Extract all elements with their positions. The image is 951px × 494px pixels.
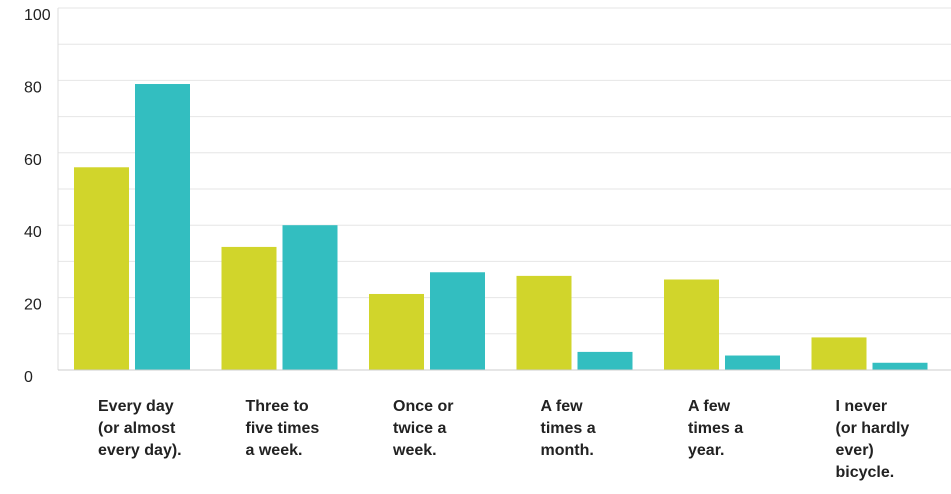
x-category-label-line: (or hardly (836, 420, 910, 437)
bar-series-1-1 (74, 167, 129, 370)
bar-series-1-5 (664, 279, 719, 370)
x-category-label-line: five times (246, 420, 320, 437)
x-category-label-line: A few (541, 398, 584, 415)
bar-series-2-2 (282, 225, 338, 370)
x-category-label: I never (or hardly ever) bicycle. (836, 398, 910, 481)
x-category-label-line: month. (541, 442, 594, 459)
x-category-label-line: week. (392, 442, 437, 459)
x-category-label: A few times a month. (541, 398, 596, 459)
bar-series-2-1 (135, 84, 190, 371)
x-category-label: Once or twice a week. (392, 398, 453, 459)
x-category-label-line: Once or (393, 398, 453, 415)
x-category-label-line: times a (688, 420, 743, 437)
y-tick-label: 60 (24, 152, 42, 169)
x-category-label: A few times a year. (688, 398, 743, 459)
x-category-label-line: year. (688, 442, 724, 459)
x-axis-labels: Every day (or almost every day). Three to fi… (98, 398, 909, 481)
x-category-label-line: I never (836, 398, 888, 415)
x-category-label-line: Three to (246, 398, 309, 415)
x-category-label-line: times a (541, 420, 596, 437)
x-category-label-line: twice a (393, 420, 446, 437)
bar-series-2-6 (872, 362, 928, 370)
x-category-label-line: every day). (98, 442, 182, 459)
x-category-label-line: a week. (246, 442, 303, 459)
y-axis-ticks: 0 20 40 60 80 100 (24, 7, 51, 386)
bar-series-2-3 (430, 272, 485, 370)
x-category-label: Every day (or almost every day). (98, 398, 182, 459)
x-category-label-line: A few (688, 398, 731, 415)
bars (74, 84, 928, 371)
bar-series-1-6 (811, 337, 867, 370)
bar-series-2-5 (725, 355, 780, 370)
y-tick-label: 40 (24, 224, 42, 241)
gridlines (58, 7, 951, 335)
y-tick-label: 20 (24, 297, 42, 314)
bar-series-1-2 (221, 246, 277, 370)
x-category-label-line: ever) (836, 442, 874, 459)
y-tick-label: 80 (24, 79, 42, 96)
bar-series-2-4 (577, 351, 633, 370)
x-category-label-line: bicycle. (836, 464, 895, 481)
y-tick-label: 100 (24, 7, 51, 24)
x-category-label: Three to five times a week. (246, 398, 320, 459)
bar-series-1-3 (369, 293, 424, 370)
bar-series-1-4 (516, 275, 572, 370)
x-category-label-line: (or almost (98, 420, 176, 437)
y-tick-label: 0 (24, 369, 33, 386)
x-category-label-line: Every day (98, 398, 174, 415)
